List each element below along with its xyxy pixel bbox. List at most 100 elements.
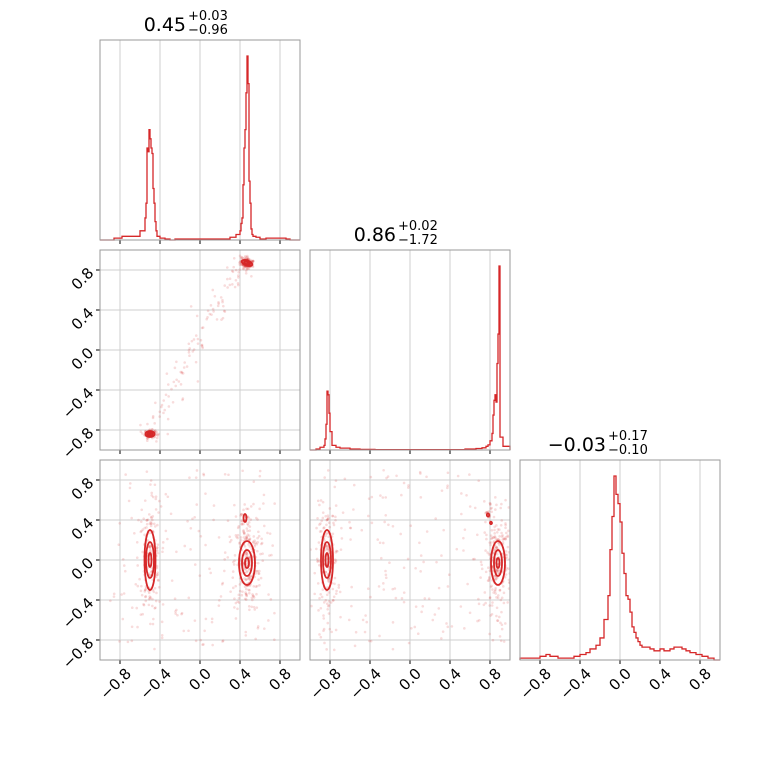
scatter-panel-1-0 — [139, 254, 255, 443]
scatter-point — [161, 603, 165, 606]
scatter-point — [242, 529, 245, 532]
scatter-point — [460, 512, 463, 516]
scatter-point — [203, 629, 206, 633]
scatter-point — [187, 351, 191, 354]
scatter-point — [188, 476, 191, 480]
scatter-point — [180, 371, 184, 375]
scatter-point — [252, 541, 255, 544]
scatter-point — [144, 595, 147, 599]
scatter-point — [507, 506, 510, 509]
scatter-point — [422, 560, 425, 564]
scatter-point — [149, 524, 153, 528]
scatter-point — [419, 554, 423, 557]
scatter-point — [217, 301, 220, 304]
contour-line — [243, 260, 251, 266]
scatter-point — [322, 601, 326, 604]
scatter-point — [378, 634, 381, 638]
scatter-point — [242, 508, 245, 512]
scatter-point — [262, 493, 266, 497]
scatter-point — [145, 437, 149, 440]
scatter-point — [145, 526, 148, 529]
scatter-point — [450, 625, 454, 628]
scatter-point — [233, 606, 236, 609]
scatter-point — [199, 638, 202, 642]
scatter-point — [337, 583, 341, 587]
scatter-point — [161, 541, 165, 544]
scatter-point — [153, 483, 157, 487]
scatter-point — [402, 566, 406, 570]
scatter-point — [498, 635, 502, 638]
scatter-point — [257, 572, 261, 576]
scatter-point — [324, 599, 328, 602]
scatter-point — [162, 411, 165, 415]
scatter-point — [506, 601, 509, 604]
scatter-point — [479, 576, 482, 579]
contour-line — [145, 541, 155, 579]
scatter-point — [333, 582, 336, 586]
scatter-point — [156, 573, 159, 577]
scatter-point — [169, 512, 173, 516]
scatter-point — [247, 604, 251, 608]
scatter-point — [226, 519, 230, 523]
scatter-point — [147, 603, 151, 607]
scatter-point — [149, 622, 152, 626]
scatter-point — [155, 566, 159, 570]
scatter-point — [130, 516, 133, 520]
scatter-point — [322, 629, 325, 633]
scatter-point — [164, 393, 168, 397]
scatter-point — [210, 620, 214, 624]
scatter-point — [406, 557, 410, 561]
scatter-point — [325, 586, 329, 589]
scatter-point — [240, 522, 244, 526]
scatter-point — [242, 265, 246, 269]
scatter-point — [409, 524, 413, 528]
scatter-point — [242, 267, 245, 271]
scatter-point — [154, 497, 158, 501]
scatter-point — [121, 557, 125, 561]
scatter-point — [262, 524, 266, 528]
scatter-point — [147, 597, 151, 601]
x-tick-label: −0.8 — [516, 665, 554, 703]
contour-line — [322, 541, 332, 579]
scatter-point — [256, 518, 259, 521]
scatter-point — [331, 514, 335, 518]
scatter-point — [446, 484, 449, 488]
scatter-point — [377, 585, 381, 588]
scatter-point — [185, 365, 189, 368]
scatter-point — [204, 492, 207, 495]
scatter-point — [433, 613, 437, 616]
scatter-point — [244, 630, 248, 634]
scatter-point — [251, 259, 255, 263]
scatter-point — [155, 564, 159, 568]
scatter-point — [256, 625, 260, 628]
x-tick-label: 0.8 — [475, 665, 505, 695]
scatter-point — [494, 545, 498, 549]
scatter-point — [243, 531, 246, 535]
scatter-point — [211, 643, 214, 647]
scatter-point — [492, 551, 495, 555]
scatter-point — [402, 481, 406, 485]
scatter-point — [157, 585, 161, 589]
scatter-point — [335, 549, 338, 553]
scatter-point — [217, 604, 221, 607]
scatter-point — [199, 535, 203, 538]
scatter-point — [445, 622, 448, 625]
scatter-point — [490, 584, 493, 588]
scatter-point — [318, 503, 321, 507]
scatter-point — [316, 517, 319, 520]
scatter-point — [442, 528, 445, 532]
scatter-point — [153, 525, 157, 528]
scatter-point — [149, 596, 153, 599]
scatter-point — [343, 477, 347, 481]
scatter-point — [258, 584, 261, 587]
scatter-point — [181, 397, 185, 400]
scatter-point — [151, 416, 155, 420]
scatter-point — [484, 570, 488, 574]
scatter-point — [215, 318, 219, 321]
scatter-point — [204, 543, 207, 547]
scatter-point — [493, 535, 497, 538]
scatter-point — [187, 342, 191, 346]
scatter-point — [324, 570, 328, 574]
scatter-point — [499, 639, 503, 643]
scatter-point — [253, 608, 257, 611]
